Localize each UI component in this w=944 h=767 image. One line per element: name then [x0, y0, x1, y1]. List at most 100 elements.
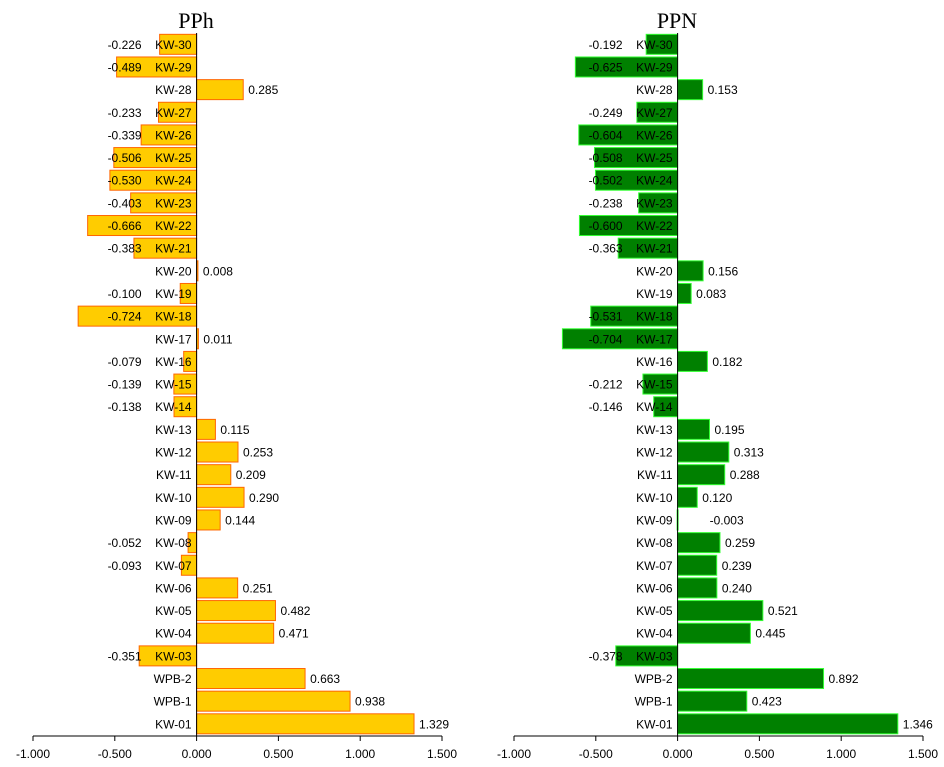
ppn-value-label: 0.156: [708, 264, 738, 278]
ppn-value-label: 0.153: [708, 83, 738, 97]
pph-category-label: KW-22: [155, 219, 192, 233]
ppn-category-label: KW-01: [636, 717, 673, 731]
pph-value-label: -0.506: [108, 151, 142, 165]
ppn-value-label: -0.212: [589, 378, 623, 392]
ppn-category-label: KW-14: [636, 400, 673, 414]
pph-bar: [196, 622, 275, 644]
pph-bar: [196, 79, 244, 101]
ppn-category-label: KW-26: [636, 128, 673, 142]
ppn-category-label: KW-18: [636, 310, 673, 324]
ppn-value-label: -0.003: [710, 513, 744, 527]
ppn-category-label: KW-03: [636, 649, 673, 663]
ppn-bar: [677, 282, 692, 304]
ppn-value-label: 0.240: [722, 581, 752, 595]
ppn-value-label: -0.531: [589, 310, 623, 324]
pph-x-tick-label: 0.000: [182, 747, 212, 761]
ppn-bar: [677, 350, 708, 372]
pph-category-label: KW-06: [155, 581, 192, 595]
pph-value-label: 0.251: [243, 581, 273, 595]
ppn-category-label: KW-05: [636, 604, 673, 618]
pph-x-tick-label: 1.000: [345, 747, 375, 761]
pph-value-label: -0.093: [108, 559, 142, 573]
pph-category-label: KW-24: [155, 174, 192, 188]
ppn-bar: [677, 441, 730, 463]
ppn-x-tick-label: 0.000: [663, 747, 693, 761]
ppn-bar: [677, 577, 718, 599]
ppn-chart-title: PPN: [657, 8, 697, 33]
ppn-value-label: -0.249: [589, 106, 623, 120]
pph-bar: [196, 441, 239, 463]
pph-value-label: 0.011: [203, 332, 232, 346]
ppn-value-label: 0.083: [696, 287, 726, 301]
pph-bar: [196, 418, 216, 440]
ppn-x-tick-label: 1.500: [908, 747, 938, 761]
pph-category-label: KW-11: [156, 468, 192, 482]
pph-category-label: KW-29: [155, 60, 192, 74]
pph-x-tick-label: 0.500: [263, 747, 293, 761]
pph-category-label: KW-04: [155, 627, 192, 641]
ppn-value-label: -0.363: [589, 242, 623, 256]
ppn-bar: [677, 79, 704, 101]
ppn-category-label: KW-16: [636, 355, 673, 369]
ppn-value-label: -0.502: [589, 174, 623, 188]
ppn-category-label: KW-13: [636, 423, 673, 437]
pph-category-label: KW-19: [155, 287, 192, 301]
pph-value-label: -0.666: [108, 219, 142, 233]
pph-value-label: -0.233: [108, 106, 142, 120]
pph-bar: [196, 600, 276, 622]
pph-category-label: KW-17: [155, 332, 192, 346]
ppn-category-label: KW-27: [636, 106, 673, 120]
ppn-category-label: KW-06: [636, 581, 673, 595]
pph-value-label: -0.489: [108, 60, 142, 74]
pph-value-label: -0.383: [108, 242, 142, 256]
pph-category-label: KW-20: [155, 264, 192, 278]
pph-category-label: KW-09: [155, 513, 192, 527]
pph-value-label: -0.139: [108, 378, 142, 392]
pph-value-label: 0.144: [225, 513, 255, 527]
ppn-bar: [677, 690, 748, 712]
pph-bar: [196, 486, 245, 508]
ppn-value-label: 1.346: [903, 717, 933, 731]
pph-bar: [196, 713, 415, 735]
pph-bar: [196, 509, 221, 531]
pph-category-label: KW-14: [155, 400, 192, 414]
pph-category-label: KW-16: [155, 355, 192, 369]
ppn-bar: [677, 464, 726, 486]
ppn-value-label: 0.195: [715, 423, 745, 437]
pph-category-label: KW-30: [155, 38, 192, 52]
pph-value-label: -0.100: [108, 287, 142, 301]
ppn-x-tick-label: 0.500: [744, 747, 774, 761]
ppn-category-label: KW-20: [636, 264, 673, 278]
ppn-category-label: KW-12: [636, 446, 673, 460]
ppn-value-label: -0.192: [589, 38, 623, 52]
ppn-value-label: -0.704: [589, 332, 623, 346]
pph-value-label: -0.403: [108, 196, 142, 210]
ppn-value-label: 0.182: [712, 355, 742, 369]
pph-value-label: 0.115: [220, 423, 249, 437]
pph-value-label: -0.339: [108, 128, 142, 142]
pph-category-label: KW-08: [155, 536, 192, 550]
ppn-bar: [677, 668, 825, 690]
ppn-x-tick-label: 1.000: [826, 747, 856, 761]
ppn-category-label: KW-19: [636, 287, 673, 301]
ppn-category-label: KW-07: [636, 559, 673, 573]
ppn-value-label: 0.521: [768, 604, 798, 618]
ppn-bar: [677, 600, 764, 622]
pph-category-label: KW-01: [155, 717, 192, 731]
pph-category-label: KW-25: [155, 151, 192, 165]
pph-value-label: -0.724: [108, 310, 142, 324]
ppn-value-label: 0.259: [725, 536, 755, 550]
pph-category-label: KW-03: [155, 649, 192, 663]
pph-category-label: KW-21: [155, 242, 192, 256]
pph-chart-title: PPh: [178, 8, 213, 33]
pph-value-label: -0.530: [108, 174, 142, 188]
pph-category-label: KW-18: [155, 310, 192, 324]
pph-bar: [196, 690, 351, 712]
pph-value-label: -0.052: [108, 536, 142, 550]
pph-category-label: KW-26: [155, 128, 192, 142]
ppn-category-label: KW-30: [636, 38, 673, 52]
ppn-value-label: 0.445: [755, 627, 785, 641]
ppn-category-label: KW-10: [636, 491, 673, 505]
ppn-value-label: 0.892: [829, 672, 859, 686]
ppn-category-label: WPB-2: [635, 672, 673, 686]
